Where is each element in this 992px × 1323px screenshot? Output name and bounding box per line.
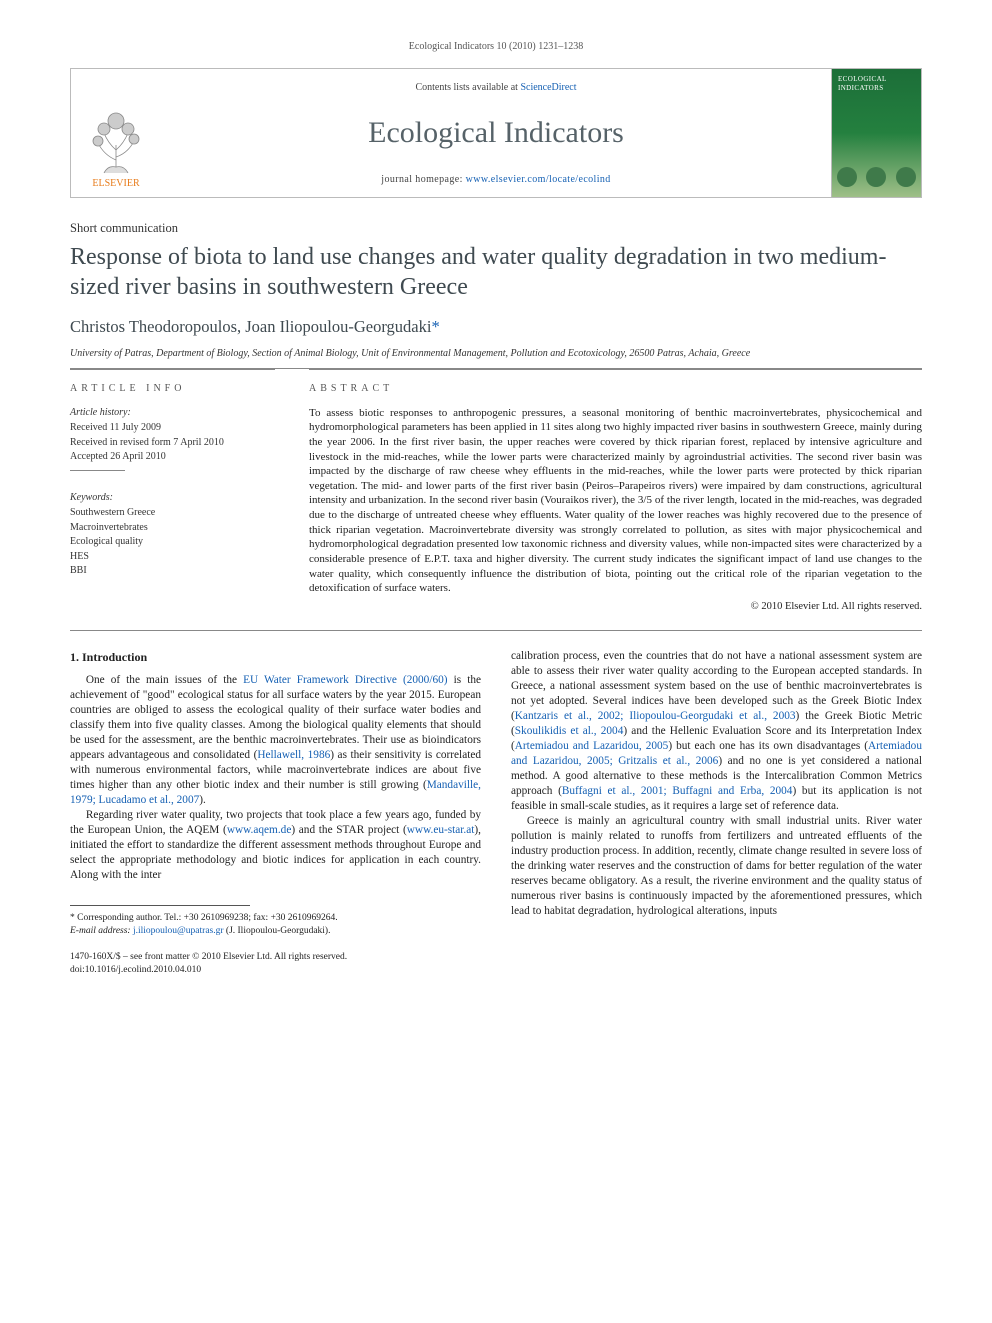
abstract-text: To assess biotic responses to anthropoge… xyxy=(309,406,922,596)
issn-line: 1470-160X/$ – see front matter © 2010 El… xyxy=(70,951,481,964)
body-paragraph: calibration process, even the countries … xyxy=(511,649,922,814)
keyword: Southwestern Greece xyxy=(70,506,275,520)
keyword: BBI xyxy=(70,564,275,578)
body-paragraph: Greece is mainly an agricultural country… xyxy=(511,814,922,919)
keyword: HES xyxy=(70,550,275,564)
body-columns: 1. Introduction One of the main issues o… xyxy=(70,649,922,977)
cover-title: ECOLOGICAL INDICATORS xyxy=(838,75,921,94)
homepage-prefix: journal homepage: xyxy=(381,174,465,185)
journal-cover-thumb: ECOLOGICAL INDICATORS xyxy=(831,69,921,197)
journal-homepage-link[interactable]: www.elsevier.com/locate/ecolind xyxy=(466,174,611,185)
footnote-line: E-mail address: j.iliopoulou@upatras.gr … xyxy=(70,925,481,937)
citation-link[interactable]: EU Water Framework Directive (2000/60) xyxy=(243,674,447,686)
history-received: Received 11 July 2009 xyxy=(70,421,275,435)
contents-prefix: Contents lists available at xyxy=(415,82,520,93)
body-paragraph: Regarding river water quality, two proje… xyxy=(70,808,481,883)
abstract-heading: ABSTRACT xyxy=(309,382,922,396)
footnote-rule xyxy=(70,905,250,906)
article-info-block: ARTICLE INFO Article history: Received 1… xyxy=(70,369,275,614)
citation-link[interactable]: Hellawell, 1986 xyxy=(257,749,330,761)
citation-link[interactable]: Buffagni et al., 2001; Buffagni and Erba… xyxy=(562,785,793,797)
abstract-copyright: © 2010 Elsevier Ltd. All rights reserved… xyxy=(309,600,922,614)
citation-link[interactable]: Skoulikidis et al., 2004 xyxy=(515,725,624,737)
footnote-line: * Corresponding author. Tel.: +30 261096… xyxy=(70,912,481,924)
publisher-logo-block: ELSEVIER xyxy=(71,69,161,197)
divider xyxy=(70,470,125,471)
banner-center: Contents lists available at ScienceDirec… xyxy=(161,69,831,197)
abstract-block: ABSTRACT To assess biotic responses to a… xyxy=(309,369,922,614)
text-run: ) and the STAR project ( xyxy=(291,824,406,836)
keyword: Ecological quality xyxy=(70,535,275,549)
citation-link[interactable]: Artemiadou and Lazaridou, 2005 xyxy=(515,740,669,752)
corresponding-author-link[interactable]: * xyxy=(431,317,439,336)
text-run: ) but each one has its own disadvantages… xyxy=(668,740,868,752)
article-type: Short communication xyxy=(70,220,922,237)
divider xyxy=(70,630,922,631)
external-link[interactable]: www.eu-star.at xyxy=(407,824,475,836)
text-run: One of the main issues of the xyxy=(86,674,243,686)
cover-decor-icon xyxy=(832,167,921,187)
authors-text: Christos Theodoropoulos, Joan Iliopoulou… xyxy=(70,317,431,336)
affiliation: University of Patras, Department of Biol… xyxy=(70,347,922,361)
keywords-label: Keywords: xyxy=(70,491,275,505)
keyword: Macroinvertebrates xyxy=(70,521,275,535)
contents-available-line: Contents lists available at ScienceDirec… xyxy=(415,81,576,95)
history-revised: Received in revised form 7 April 2010 xyxy=(70,436,275,450)
text-run: Greece is mainly an agricultural country… xyxy=(511,815,922,917)
journal-banner: ELSEVIER Contents lists available at Sci… xyxy=(70,68,922,198)
article-info-heading: ARTICLE INFO xyxy=(70,382,275,396)
body-paragraph: One of the main issues of the EU Water F… xyxy=(70,673,481,808)
history-accepted: Accepted 26 April 2010 xyxy=(70,450,275,464)
journal-name: Ecological Indicators xyxy=(368,113,624,154)
publication-footer: 1470-160X/$ – see front matter © 2010 El… xyxy=(70,951,481,977)
external-link[interactable]: www.aqem.de xyxy=(227,824,292,836)
email-link[interactable]: j.iliopoulou@upatras.gr xyxy=(133,926,224,936)
history-label: Article history: xyxy=(70,406,275,420)
article-title: Response of biota to land use changes an… xyxy=(70,242,922,302)
section-heading: 1. Introduction xyxy=(70,649,481,665)
footnote-label: E-mail address: xyxy=(70,926,133,936)
journal-homepage-line: journal homepage: www.elsevier.com/locat… xyxy=(381,173,610,187)
publisher-name: ELSEVIER xyxy=(92,177,139,191)
elsevier-tree-icon xyxy=(86,105,146,175)
text-run: ). xyxy=(199,794,206,806)
citation-link[interactable]: Kantzaris et al., 2002; Iliopoulou-Georg… xyxy=(515,710,796,722)
author-list: Christos Theodoropoulos, Joan Iliopoulou… xyxy=(70,316,922,338)
doi-line: doi:10.1016/j.ecolind.2010.04.010 xyxy=(70,964,481,977)
text-run: (J. Iliopoulou-Georgudaki). xyxy=(224,926,331,936)
corresponding-footnote: * Corresponding author. Tel.: +30 261096… xyxy=(70,912,481,937)
sciencedirect-link[interactable]: ScienceDirect xyxy=(520,82,576,93)
header-citation: Ecological Indicators 10 (2010) 1231–123… xyxy=(70,40,922,54)
